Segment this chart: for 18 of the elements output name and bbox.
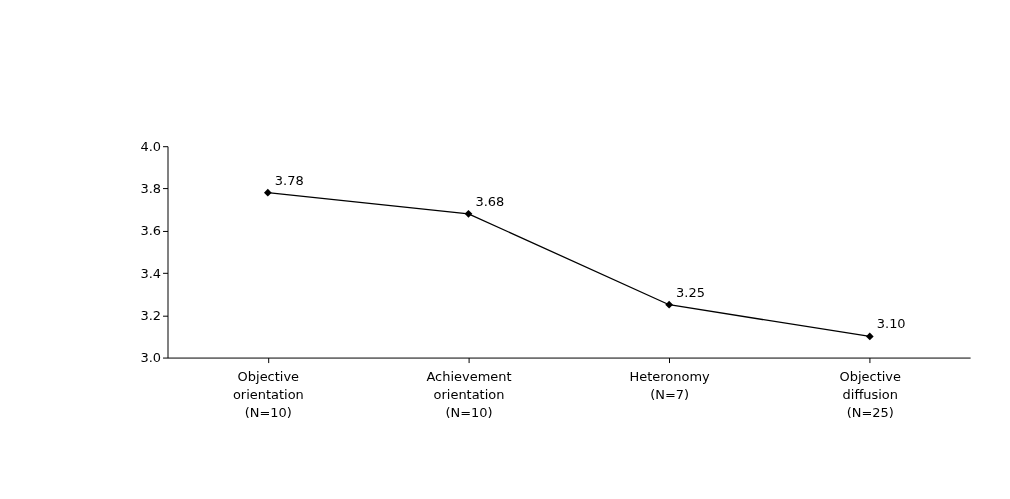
y-tick-label: 3.4 — [140, 265, 162, 281]
data-label: 3.10 — [876, 316, 906, 332]
y-tick-label: 3.6 — [140, 223, 162, 239]
x-tick-label: Objective diffusion (N=25) — [839, 369, 902, 420]
point — [263, 188, 272, 197]
data-label: 3.25 — [676, 284, 705, 300]
point — [665, 300, 673, 309]
point — [865, 332, 874, 341]
data-label: 3.78 — [274, 172, 304, 188]
y-tick-label: 3.0 — [140, 350, 162, 366]
point — [464, 209, 473, 218]
x-tick-label: Heteronomy (N=7) — [629, 369, 711, 402]
y-tick-label: 3.2 — [140, 307, 162, 323]
data-label: 3.68 — [475, 193, 505, 209]
y-tick-label: 3.8 — [140, 180, 162, 196]
x-tick-label: Objective orientation (N=10) — [232, 369, 304, 420]
y-tick-label: 4.0 — [140, 138, 162, 154]
x-tick-label: Achievement orientation (N=10) — [426, 369, 512, 420]
